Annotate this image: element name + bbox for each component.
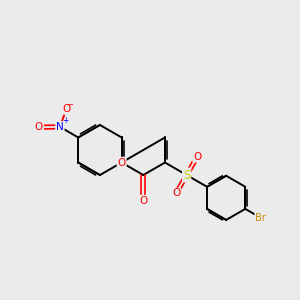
Text: N: N (56, 122, 64, 132)
Text: S: S (183, 169, 190, 182)
Text: O: O (35, 122, 43, 132)
Text: O: O (139, 196, 147, 206)
Text: −: − (66, 100, 73, 109)
Text: O: O (118, 158, 126, 167)
Text: Br: Br (255, 213, 266, 223)
Text: O: O (172, 188, 180, 198)
Text: +: + (63, 116, 69, 125)
Text: O: O (63, 104, 71, 114)
Text: O: O (193, 152, 201, 162)
